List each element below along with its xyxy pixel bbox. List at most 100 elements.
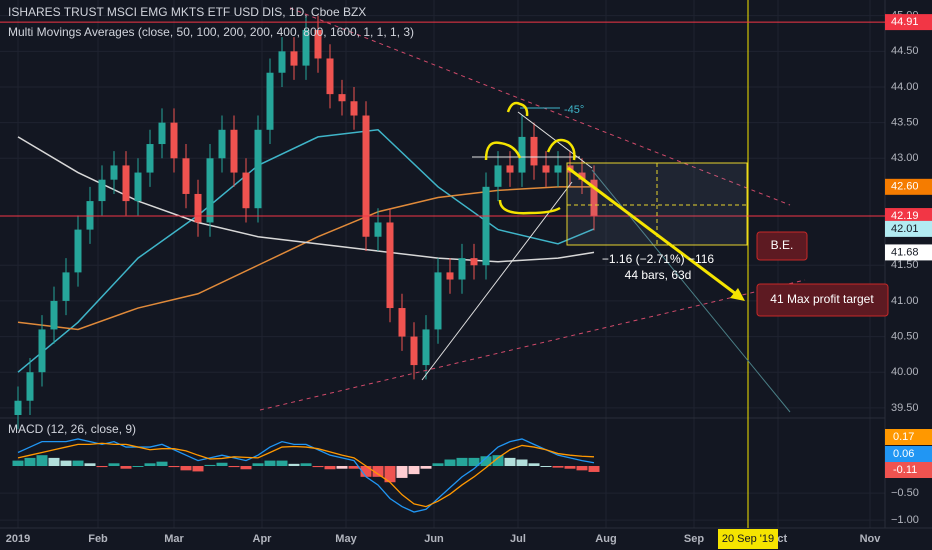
histogram-bar <box>132 466 144 468</box>
price-tag-label: 42.60 <box>891 181 919 193</box>
x-tick-label: Sep <box>684 533 704 545</box>
x-tick-label: Jul <box>510 533 526 545</box>
macd-line <box>17 438 595 513</box>
measure-label: −1.16 (−2.71%) −116 <box>602 252 715 266</box>
candle-body <box>266 72 274 130</box>
candle-body <box>182 158 190 194</box>
candle-body <box>434 272 442 330</box>
histogram-bar <box>156 461 168 467</box>
highlight-arc <box>506 101 529 117</box>
histogram-bar <box>372 466 384 477</box>
histogram-bar <box>120 466 132 469</box>
moving-average <box>17 136 595 263</box>
histogram-bar <box>48 457 60 467</box>
y-tick-label: 39.50 <box>891 402 919 414</box>
histogram-bar <box>396 466 408 478</box>
x-tick-label: Feb <box>88 533 108 545</box>
y-tick-label: −1.00 <box>891 514 919 526</box>
candle-body <box>554 165 562 173</box>
histogram-bar <box>576 466 588 471</box>
histogram-bar <box>192 466 204 472</box>
histogram-bar <box>348 466 360 469</box>
candle-body <box>98 179 106 202</box>
candle-body <box>26 372 34 401</box>
histogram-bar <box>240 466 252 470</box>
histogram-bar <box>456 457 468 467</box>
histogram-bar <box>216 462 228 467</box>
candle-body <box>110 165 118 180</box>
candle-body <box>62 272 70 301</box>
y-tick-label: 41.50 <box>891 259 919 271</box>
histogram-bar <box>420 466 432 469</box>
histogram-bar <box>504 457 516 467</box>
angle-label: -45° <box>564 104 584 116</box>
price-tag-label: 44.91 <box>891 16 919 28</box>
histogram-bar <box>516 459 528 467</box>
y-tick-label: 40.50 <box>891 330 919 342</box>
candle-body <box>302 29 310 66</box>
histogram-bar <box>408 466 420 475</box>
candle-body <box>134 172 142 202</box>
candle-body <box>218 129 226 159</box>
highlight-arc <box>498 199 561 215</box>
price-tag <box>885 220 932 237</box>
histogram-bar <box>24 457 36 467</box>
title: ISHARES TRUST MSCI EMG MKTS ETF USD DIS,… <box>8 5 366 19</box>
histogram-bar <box>276 460 288 467</box>
value-tag-label: -0.11 <box>893 464 917 476</box>
histogram-bar <box>84 463 96 467</box>
candle-body <box>350 101 358 116</box>
x-tick-label: Jun <box>424 533 444 545</box>
histogram-bar <box>60 460 72 467</box>
trend-line <box>421 181 573 381</box>
candle-body <box>458 258 466 280</box>
candle-body <box>518 136 526 173</box>
macd-title: MACD (12, 26, close, 9) <box>8 422 136 436</box>
price-tag-label: 41.68 <box>891 246 919 258</box>
candle-body <box>50 300 58 330</box>
value-tag <box>885 446 932 462</box>
histogram-bar <box>588 466 600 472</box>
value-tag-label: 0.17 <box>893 431 914 443</box>
indicator-label: Multi Movings Averages (close, 50, 100, … <box>8 25 414 39</box>
be-label: B.E. <box>771 238 794 252</box>
x-tick-label: Aug <box>595 533 616 545</box>
histogram-bar <box>444 459 456 467</box>
candle-body <box>398 308 406 337</box>
histogram-bar <box>432 463 444 467</box>
candle-body <box>170 122 178 159</box>
histogram-bar <box>300 463 312 467</box>
candle-body <box>422 329 430 366</box>
marker-box <box>718 529 778 549</box>
arrow-head <box>730 288 745 301</box>
candle-body <box>494 165 502 187</box>
candle-body <box>530 136 538 166</box>
target-arrow <box>567 166 741 299</box>
candle-body <box>590 179 598 217</box>
x-tick-label: Apr <box>253 533 273 545</box>
highlight-arc <box>484 141 522 161</box>
histogram-bar <box>12 460 24 467</box>
candle-body <box>338 94 346 102</box>
grid <box>0 0 885 528</box>
histogram-bar <box>72 460 84 467</box>
price-tag <box>885 244 932 261</box>
price-tag <box>885 208 932 225</box>
histogram-bar <box>468 457 480 467</box>
y-tick-label: 43.50 <box>891 117 919 129</box>
y-tick-label: 41.00 <box>891 295 919 307</box>
candle-body <box>254 129 262 209</box>
candle-body <box>122 165 130 202</box>
x-tick-label: 2019 <box>6 533 30 545</box>
value-tag <box>885 462 932 478</box>
bars-label: 44 bars, 63d <box>625 268 692 282</box>
candle-body <box>14 400 22 415</box>
candle-body <box>230 129 238 173</box>
y-tick-label: 40.00 <box>891 366 919 378</box>
histogram-bar <box>144 463 156 467</box>
histogram-bar <box>180 466 192 471</box>
y-tick-label: 44.50 <box>891 45 919 57</box>
drawings <box>259 7 889 413</box>
price-tag <box>885 178 932 195</box>
